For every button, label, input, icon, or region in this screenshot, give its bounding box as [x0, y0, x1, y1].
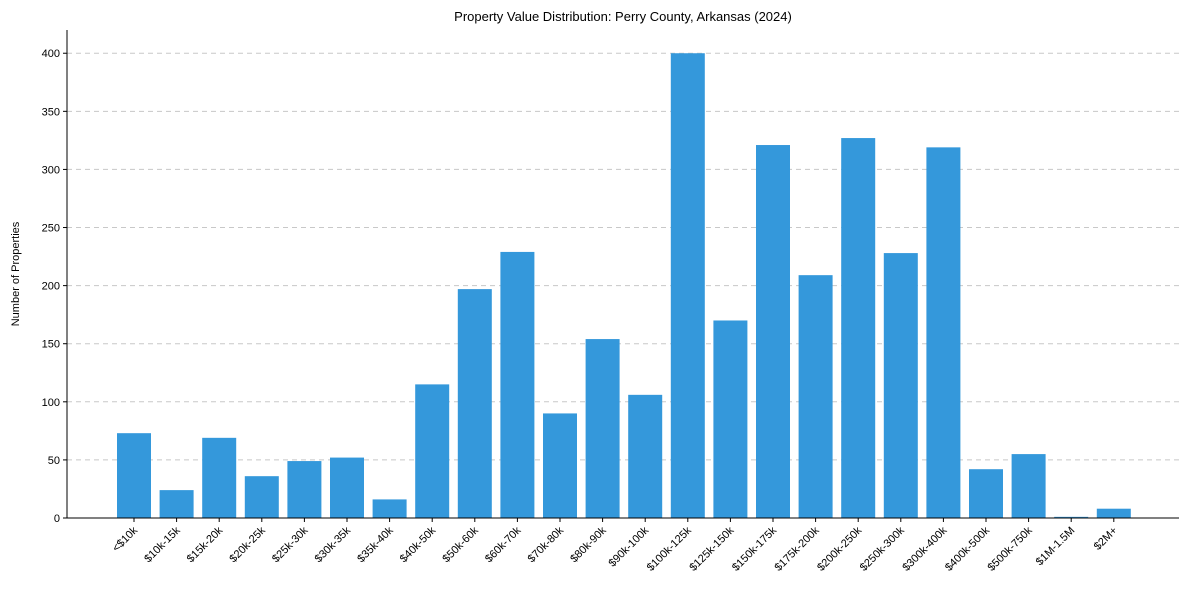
bar	[117, 433, 151, 518]
bar	[287, 461, 322, 518]
x-tick-label: $70k-80k	[526, 524, 567, 565]
bar	[798, 275, 833, 518]
y-tick-label: 0	[54, 513, 60, 525]
x-tick-label: $2M+	[1092, 525, 1120, 553]
y-tick-label: 50	[48, 455, 60, 467]
y-tick-label: 100	[42, 397, 60, 409]
x-tick-label: $125k-150k	[687, 524, 736, 573]
bars	[117, 53, 1131, 519]
bar	[457, 289, 492, 518]
x-tick-label: $20k-25k	[227, 524, 268, 565]
bar	[244, 476, 279, 518]
bar	[330, 457, 364, 518]
x-tick-label: $90k-100k	[607, 524, 652, 569]
y-tick-label: 400	[42, 48, 60, 60]
x-tick-label: $100k-125k	[645, 524, 694, 573]
y-tick-label: 300	[42, 164, 60, 176]
x-tick-label: $200k-250k	[815, 524, 864, 573]
x-ticks: <$10k $10k-15k $15k-20k $20k-25k $25k-30k $30…	[110, 518, 1120, 574]
y-tick-label: 150	[42, 339, 60, 351]
x-tick-label: $50k-60k	[440, 524, 481, 565]
chart-title: Property Value Distribution: Perry Count…	[454, 9, 792, 24]
x-tick-label: $250k-300k	[858, 524, 907, 573]
bar	[841, 138, 876, 519]
bar	[1096, 508, 1131, 518]
x-tick-label: <$10k	[110, 524, 140, 554]
x-tick-label: $40k-50k	[398, 524, 439, 565]
x-tick-label: $60k-70k	[483, 524, 524, 565]
bar	[159, 490, 194, 518]
bar	[628, 394, 663, 518]
bar	[585, 339, 620, 518]
y-tick-label: 350	[42, 106, 60, 118]
y-tick-label: 200	[42, 281, 60, 293]
grid-lines	[67, 52, 1179, 461]
bar	[500, 251, 535, 518]
bar	[713, 320, 748, 518]
bar	[756, 145, 790, 518]
bar	[926, 147, 961, 518]
bar	[415, 384, 450, 518]
x-tick-label: $500k-750k	[986, 524, 1035, 573]
bar	[543, 413, 577, 518]
bar	[372, 499, 407, 518]
x-tick-label: $80k-90k	[568, 524, 609, 565]
x-tick-label: $35k-40k	[355, 524, 396, 565]
x-tick-label: $25k-30k	[270, 524, 311, 565]
bar	[883, 253, 918, 519]
x-tick-label: $30k-35k	[313, 524, 354, 565]
bar	[670, 53, 705, 518]
x-tick-label: $15k-20k	[185, 524, 226, 565]
x-tick-label: $10k-15k	[142, 524, 183, 565]
x-tick-label: $300k-400k	[900, 524, 949, 573]
bar	[1054, 516, 1089, 518]
x-tick-label: $400k-500k	[943, 524, 992, 573]
x-tick-label: $1M-1.5M	[1034, 525, 1078, 569]
y-tick-label: 250	[42, 223, 60, 235]
x-tick-label: $175k-200k	[773, 524, 822, 573]
x-tick-label: $150k-175k	[730, 524, 779, 573]
y-axis-label: Number of Properties	[10, 221, 22, 326]
bar	[202, 437, 237, 518]
bar	[969, 469, 1003, 518]
bar	[1011, 454, 1046, 518]
y-ticks: 0 50 100 150 200 250 300 350 400	[42, 48, 67, 525]
